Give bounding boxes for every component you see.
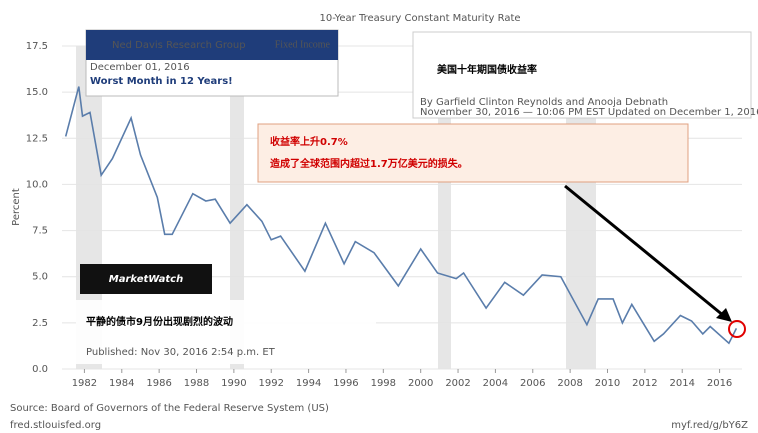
x-tick-label: 1986 xyxy=(146,378,171,389)
marketwatch-brand: MarketWatch xyxy=(109,274,183,285)
x-tick-label: 1996 xyxy=(333,378,358,389)
y-tick-label: 17.5 xyxy=(26,41,48,52)
bloomberg-card: 美国十年期国债收益率 By Garfield Clinton Reynolds … xyxy=(412,31,758,119)
x-tick-label: 2012 xyxy=(632,378,657,389)
x-tick-label: 2006 xyxy=(520,378,545,389)
chart-title: 10-Year Treasury Constant Maturity Rate xyxy=(319,13,520,24)
x-tick-label: 1998 xyxy=(371,378,396,389)
ned-davis-headline: Worst Month in 12 Years! xyxy=(90,76,233,87)
y-tick-label: 12.5 xyxy=(26,133,48,144)
ned-davis-brand: Ned Davis Research Group xyxy=(112,40,246,51)
x-tick-label: 2010 xyxy=(595,378,620,389)
x-tick-label: 1984 xyxy=(109,378,134,389)
bloomberg-dates: November 30, 2016 — 10:06 PM EST Updated… xyxy=(420,107,758,118)
x-tick-label: 2002 xyxy=(445,378,470,389)
x-tick-label: 1990 xyxy=(221,378,246,389)
recession-band xyxy=(230,46,244,369)
y-tick-label: 7.5 xyxy=(32,226,48,237)
ned-davis-date: December 01, 2016 xyxy=(90,62,190,73)
line-series xyxy=(64,86,738,345)
marketwatch-published: Published: Nov 30, 2016 2:54 p.m. ET xyxy=(86,347,276,358)
marketwatch-card: MarketWatch 平静的债市9月份出现剧烈的波动 Published: N… xyxy=(76,264,376,364)
y-tick-label: 2.5 xyxy=(32,318,48,329)
arrow-head xyxy=(716,308,732,322)
callout-line1: 收益率上升0.7% xyxy=(270,135,348,148)
highlight-circle xyxy=(728,320,746,338)
footer-left: fred.stlouisfed.org xyxy=(10,420,101,431)
source: Source: Board of Governors of the Federa… xyxy=(10,403,329,414)
plot xyxy=(64,86,738,345)
ned-davis-card: Ned Davis Research Group Fixed Income De… xyxy=(85,29,339,97)
x-tick-label: 1988 xyxy=(184,378,209,389)
x-tick-label: 2004 xyxy=(483,378,508,389)
y-axis-label: Percent xyxy=(11,188,22,226)
x-tick-label: 2000 xyxy=(408,378,433,389)
callout: 收益率上升0.7% 造成了全球范围内超过1.7万亿美元的损失。 xyxy=(257,123,689,183)
x-tick-label: 2008 xyxy=(557,378,582,389)
footer-right: myf.red/g/bY6Z xyxy=(671,420,748,431)
arrow-shaft xyxy=(564,184,725,318)
y-tick-label: 0.0 xyxy=(32,364,48,375)
x-tick-label: 2014 xyxy=(669,378,694,389)
y-tick-label: 5.0 xyxy=(32,272,48,283)
y-tick-label: 15.0 xyxy=(26,87,48,98)
x-tick-label: 1982 xyxy=(72,378,97,389)
callout-line2: 造成了全球范围内超过1.7万亿美元的损失。 xyxy=(270,157,468,170)
bloomberg-byline: By Garfield Clinton Reynolds and Anooja … xyxy=(420,97,668,108)
bloomberg-headline: 美国十年期国债收益率 xyxy=(437,63,537,76)
ned-davis-section: Fixed Income xyxy=(275,39,331,50)
marketwatch-headline: 平静的债市9月份出现剧烈的波动 xyxy=(86,315,233,328)
y-tick-label: 10.0 xyxy=(26,179,48,190)
x-tick-label: 2016 xyxy=(707,378,732,389)
x-tick-label: 1992 xyxy=(259,378,284,389)
x-tick-label: 1994 xyxy=(296,378,321,389)
